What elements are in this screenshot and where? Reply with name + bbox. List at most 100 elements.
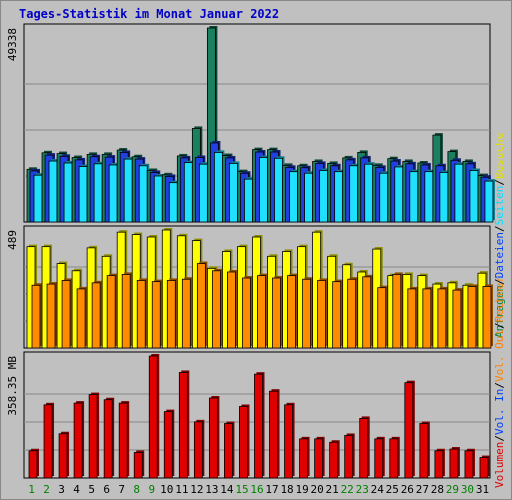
bar-rechner-5 [91,282,101,349]
bar-rechner-29 [452,289,462,349]
bar-volumen-13 [208,397,218,479]
legend-top-item: Besuche [493,133,506,179]
bar-volumen-23 [359,418,369,479]
legend-bottom-item: Rechner [493,276,506,323]
bar-volumen-11 [178,372,188,479]
x-tick-label-27: 27 [416,483,429,496]
bar-seiten-23 [364,163,374,223]
bar-volumen-26 [404,382,414,479]
x-tick-label-12: 12 [190,483,203,496]
legend-top: Anfragen/Dateien/Seiten/Besuche [493,133,506,338]
x-tick-label-9: 9 [148,483,155,496]
bar-seiten-19 [304,172,313,223]
bar-volumen-24 [374,438,384,479]
bar-volumen-19 [299,438,308,479]
x-tick-label-23: 23 [356,483,369,496]
x-tick-label-4: 4 [73,483,80,496]
bar-rechner-12 [196,263,206,349]
bar-rechner-11 [181,278,191,349]
legend-bottom-item: / [493,382,506,389]
y-max-label-bottom: 358.35 MB [6,356,19,416]
x-tick-label-6: 6 [103,483,110,496]
bar-rechner-17 [272,277,281,349]
x-tick-label-2: 2 [43,483,50,496]
bar-rechner-7 [121,274,131,349]
legend-top-item: / [493,225,506,232]
bar-seiten-6 [108,164,118,223]
x-tick-label-8: 8 [133,483,140,496]
bar-seiten-8 [138,165,148,223]
bar-volumen-10 [163,411,173,479]
x-tick-label-15: 15 [235,483,248,496]
bar-rechner-9 [151,281,161,349]
x-tick-label-11: 11 [175,483,188,496]
bar-volumen-16 [254,373,263,479]
bar-seiten-17 [274,157,283,223]
bar-seiten-25 [394,166,404,223]
legend-bottom: Volumen/Vol. In/Vol. Out/Rechner [493,276,506,488]
legend-bottom-item: / [493,435,506,442]
x-tick-label-5: 5 [88,483,95,496]
x-tick-label-31: 31 [476,483,489,496]
x-tick-label-30: 30 [461,483,474,496]
bar-volumen-18 [284,404,293,479]
bar-volumen-28 [434,450,444,479]
bar-seiten-21 [334,171,344,223]
legend-top-item: Dateien [493,232,506,278]
x-tick-label-25: 25 [386,483,399,496]
bar-volumen-20 [314,438,324,479]
bar-rechner-28 [437,288,447,349]
bar-volumen-9 [148,355,158,479]
bar-rechner-18 [287,275,296,349]
bar-rechner-21 [332,281,342,349]
bar-seiten-1 [33,174,43,223]
bar-rechner-19 [302,278,311,349]
bar-rechner-31 [482,286,492,349]
bar-volumen-30 [464,450,474,479]
x-tick-label-20: 20 [311,483,324,496]
bar-volumen-15 [239,406,248,479]
bar-seiten-14 [229,163,238,223]
bar-rechner-15 [242,277,251,349]
bar-seiten-7 [123,158,133,223]
x-tick-label-19: 19 [295,483,308,496]
bar-volumen-22 [344,435,354,479]
x-tick-label-13: 13 [205,483,218,496]
bar-rechner-26 [407,288,417,349]
bar-rechner-8 [136,280,146,349]
bar-rechner-6 [106,275,116,349]
bar-seiten-31 [484,180,494,223]
legend-bottom-item: Volumen [493,442,506,488]
bar-volumen-27 [419,423,429,479]
bar-seiten-22 [349,165,359,223]
bar-seiten-28 [439,172,449,223]
legend-bottom-item: Vol. In [493,389,506,435]
legend-bottom-item: / [493,322,506,329]
legend-bottom-item: Vol. Out [493,329,506,382]
bar-volumen-21 [329,441,339,479]
x-tick-label-3: 3 [58,483,65,496]
bar-volumen-12 [193,421,203,479]
x-tick-label-10: 10 [160,483,173,496]
bar-volumen-25 [389,438,399,479]
x-tick-label-28: 28 [431,483,444,496]
bar-volumen-31 [479,457,489,479]
bar-volumen-7 [118,402,128,479]
bar-volumen-14 [224,423,233,479]
bar-rechner-25 [392,274,402,349]
bar-seiten-18 [289,171,298,223]
bar-volumen-3 [58,433,68,479]
bar-seiten-10 [168,182,178,223]
bar-seiten-29 [454,163,464,223]
x-tick-label-29: 29 [446,483,459,496]
bar-seiten-20 [319,170,329,223]
bar-rechner-13 [211,270,221,349]
bar-rechner-27 [422,288,432,349]
bar-seiten-5 [93,163,103,223]
bar-volumen-17 [269,390,278,479]
x-tick-label-17: 17 [265,483,278,496]
bar-seiten-3 [63,162,73,223]
y-max-label-top: 49338 [6,28,19,61]
x-tick-label-1: 1 [28,483,35,496]
bar-rechner-24 [377,287,387,349]
